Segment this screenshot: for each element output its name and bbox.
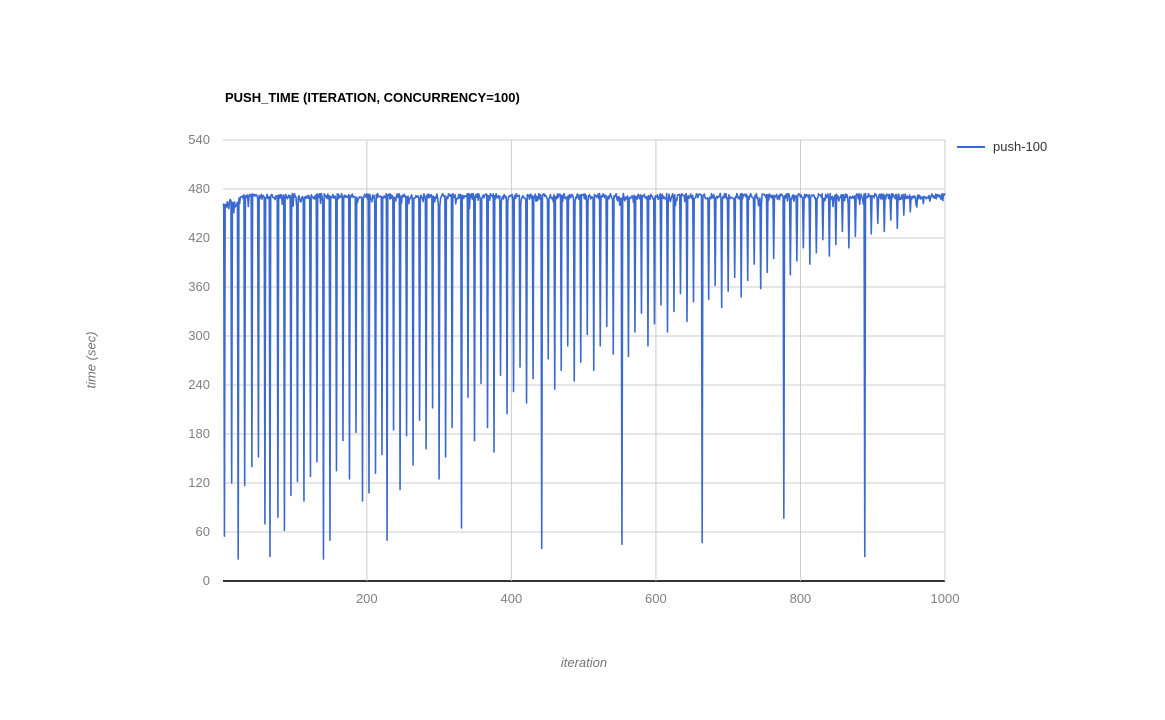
y-axis-title: time (sec) <box>83 331 99 389</box>
y-tick-label: 0 <box>202 573 210 588</box>
legend-line-swatch-icon <box>957 145 985 148</box>
series-line-push-100[interactable] <box>222 192 946 560</box>
y-tick-label: 480 <box>188 181 210 196</box>
plot-area[interactable] <box>222 139 946 582</box>
legend-item-push-100: push-100 <box>957 139 1047 154</box>
y-tick-label: 420 <box>188 230 210 245</box>
chart-title: PUSH_TIME (ITERATION, CONCURRENCY=100) <box>225 90 520 105</box>
y-tick-label: 60 <box>195 524 210 539</box>
y-tick-label: 240 <box>188 377 210 392</box>
x-tick-label: 600 <box>645 591 667 606</box>
y-tick-label: 300 <box>188 328 210 343</box>
y-tick-label: 120 <box>188 475 210 490</box>
x-tick-label: 1000 <box>930 591 960 606</box>
y-tick-label: 180 <box>188 426 210 441</box>
legend: push-100 <box>957 139 1047 154</box>
x-axis-title: iteration <box>560 655 608 670</box>
y-tick-label: 540 <box>188 132 210 147</box>
x-tick-label: 200 <box>355 591 378 606</box>
x-tick-label: 400 <box>500 591 523 606</box>
legend-label: push-100 <box>993 139 1048 154</box>
y-tick-label: 360 <box>188 279 210 294</box>
x-tick-label: 800 <box>789 591 812 606</box>
